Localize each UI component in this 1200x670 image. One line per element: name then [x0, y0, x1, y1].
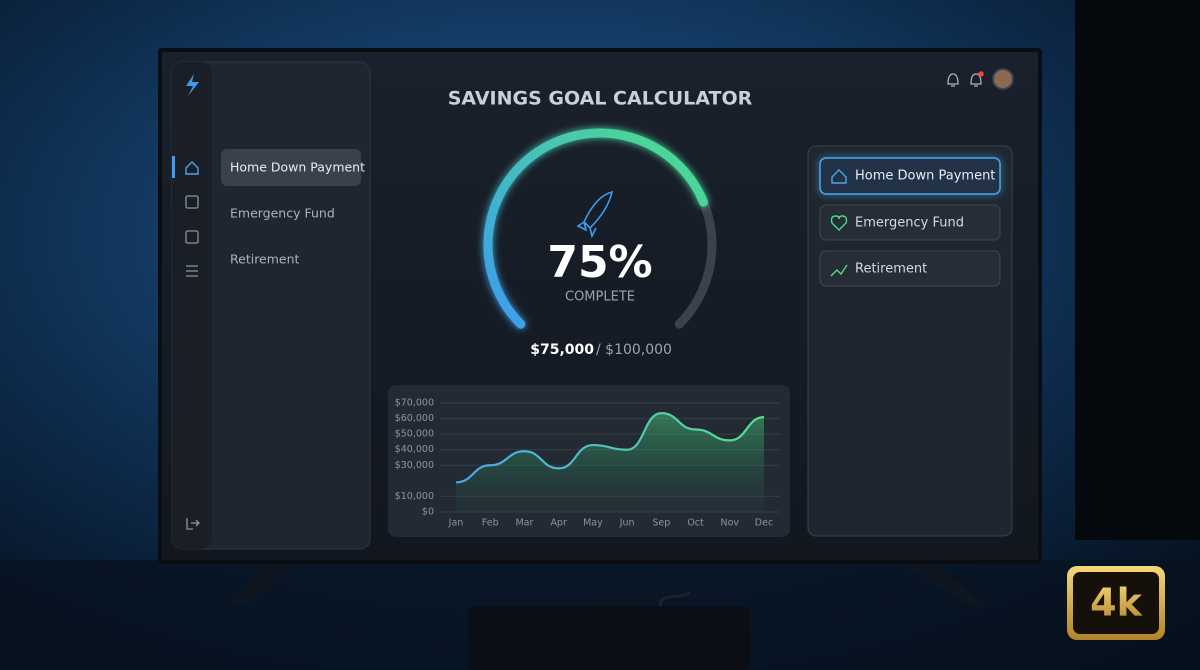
chart: $0 $10,000 $30,000 $40,000 $50,000 $60,000 $70…	[395, 398, 780, 529]
x-tick-label: Apr	[550, 518, 567, 529]
goal-item-label[interactable]: Home Down Payment	[855, 169, 995, 184]
goal-item-label[interactable]: Retirement	[855, 262, 927, 277]
goals-panel	[807, 145, 1013, 537]
bell-icon[interactable]	[947, 73, 959, 87]
home-icon	[831, 169, 847, 184]
notification-dot	[978, 71, 984, 77]
sidebar-item[interactable]: Emergency Fund	[230, 206, 335, 221]
y-tick-label: $40,000	[395, 444, 434, 455]
calendar-icon[interactable]	[185, 230, 199, 244]
x-tick-label: Mar	[515, 518, 533, 529]
gauge-caption: COMPLETE	[565, 290, 635, 305]
y-tick-label: $10,000	[395, 491, 434, 502]
badge-inner	[1073, 572, 1159, 634]
y-tick-label: $30,000	[395, 460, 434, 471]
settings-icon[interactable]	[186, 265, 198, 277]
growth-icon	[830, 264, 848, 277]
tv-leg	[900, 562, 985, 605]
saved-amount: $75,000	[530, 342, 594, 358]
area-line	[455, 412, 765, 484]
goal-item[interactable]	[819, 250, 1001, 287]
gauge-percent: 75%	[547, 237, 652, 288]
page-title: SAVINGS GOAL CALCULATOR	[448, 88, 753, 110]
badge-text: 4k	[1090, 581, 1142, 625]
sidebar-item-active[interactable]	[221, 149, 361, 186]
set-top-box	[468, 606, 750, 670]
gauge	[483, 128, 717, 329]
x-tick-label: Oct	[687, 518, 704, 529]
notification-icon[interactable]	[970, 73, 982, 87]
area-fill	[456, 413, 764, 512]
y-tick-label: $60,000	[395, 413, 434, 424]
speaker	[1075, 0, 1200, 540]
x-tick-label: Feb	[482, 518, 499, 529]
logout-icon[interactable]	[186, 518, 200, 530]
sidebar-item[interactable]: Retirement	[230, 252, 300, 267]
cable	[658, 590, 691, 607]
avatar[interactable]	[992, 68, 1014, 90]
y-tick-label: $50,000	[395, 429, 434, 440]
y-tick-label: $70,000	[395, 398, 434, 409]
rocket-icon	[576, 190, 614, 239]
tv-leg	[228, 562, 300, 605]
x-tick-label: Jan	[448, 518, 464, 529]
home-icon[interactable]	[185, 161, 199, 175]
goal-item-label[interactable]: Emergency Fund	[855, 216, 964, 231]
x-tick-label: Sep	[652, 518, 670, 529]
goal-item-active[interactable]	[819, 157, 1001, 195]
heart-icon	[830, 215, 848, 231]
x-tick-label: Dec	[755, 518, 773, 529]
goal-amount: / $100,000	[596, 342, 672, 358]
x-tick-label: Jun	[619, 518, 635, 529]
y-tick-label: $0	[422, 507, 434, 518]
x-tick-label: May	[583, 518, 603, 529]
brand-logo	[186, 74, 199, 96]
gauge-progress	[483, 128, 708, 329]
x-tick-label: Nov	[721, 518, 740, 529]
sidebar-item[interactable]: Home Down Payment	[230, 160, 365, 175]
goal-item[interactable]	[819, 204, 1001, 241]
icon-rail	[172, 62, 212, 549]
fund-icon[interactable]	[185, 195, 199, 209]
active-indicator	[172, 156, 175, 178]
